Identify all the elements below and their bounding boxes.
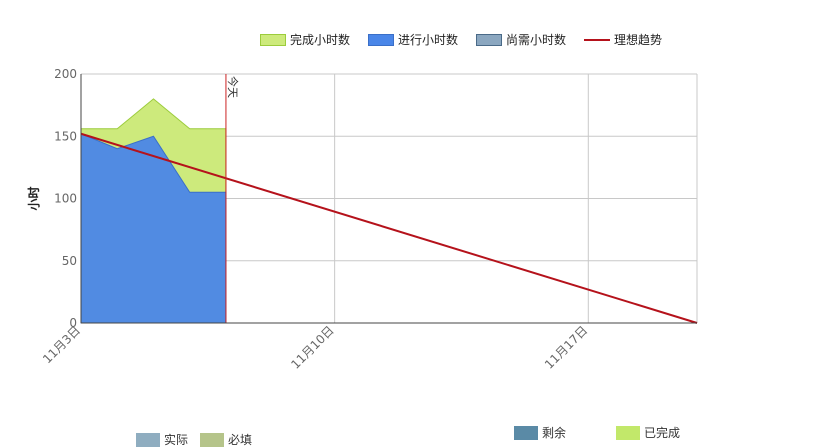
legend-label: 理想趋势 (614, 33, 663, 47)
bottom-legend-left: 实际 必填 (136, 431, 264, 448)
legend-item: 完成小时数 (260, 31, 350, 48)
x-tick-label: 11月17日 (542, 323, 590, 371)
bottom-legend-item: 已完成 (616, 424, 680, 441)
today-marker-label: 今天 (226, 76, 240, 98)
legend-swatch (584, 38, 611, 41)
legend-swatch (200, 432, 225, 447)
legend-label: 完成小时数 (290, 33, 351, 47)
ideal-trend-line (80, 132, 698, 324)
x-tick-labels: 11月3日 11月10日 11月17日 (40, 323, 590, 371)
legend-label: 尚需小时数 (506, 33, 567, 47)
legend-label: 剩余 (542, 426, 567, 440)
y-tick-label: 150 (54, 129, 77, 143)
legend-label: 必填 (228, 433, 253, 447)
legend-swatch (514, 425, 538, 440)
axes (80, 74, 697, 324)
chart-legend: 完成小时数 进行小时数 尚需小时数 理想趋势 (260, 31, 680, 48)
legend-item: 理想趋势 (584, 31, 662, 48)
y-tick-label: 0 (69, 316, 77, 330)
y-tick-label: 50 (62, 254, 77, 268)
y-tick-labels: 0 50 100 150 200 (54, 67, 77, 330)
legend-label: 进行小时数 (398, 33, 459, 47)
ideal-trend-layer: 今天 (80, 74, 698, 324)
legend-item: 尚需小时数 (476, 31, 566, 48)
legend-item: 进行小时数 (368, 31, 458, 48)
legend-label: 已完成 (644, 426, 681, 440)
y-axis-label: 小时 (26, 186, 41, 210)
bottom-legend-item: 必填 (200, 431, 252, 448)
legend-swatch (260, 33, 286, 46)
legend-label: 实际 (164, 433, 189, 447)
y-tick-label: 100 (54, 192, 77, 206)
chart-areas (80, 98, 227, 324)
x-tick-label: 11月10日 (288, 323, 336, 371)
bottom-legend-item: 剩余 (514, 424, 566, 441)
x-tick-label: 11月3日 (40, 323, 83, 366)
y-tick-label: 200 (54, 67, 77, 81)
legend-swatch (368, 33, 395, 46)
legend-swatch (136, 432, 160, 447)
bottom-legend-right: 剩余 已完成 (514, 424, 730, 441)
legend-swatch (476, 33, 503, 46)
legend-swatch (616, 425, 641, 440)
bottom-legend-item: 实际 (136, 431, 188, 448)
